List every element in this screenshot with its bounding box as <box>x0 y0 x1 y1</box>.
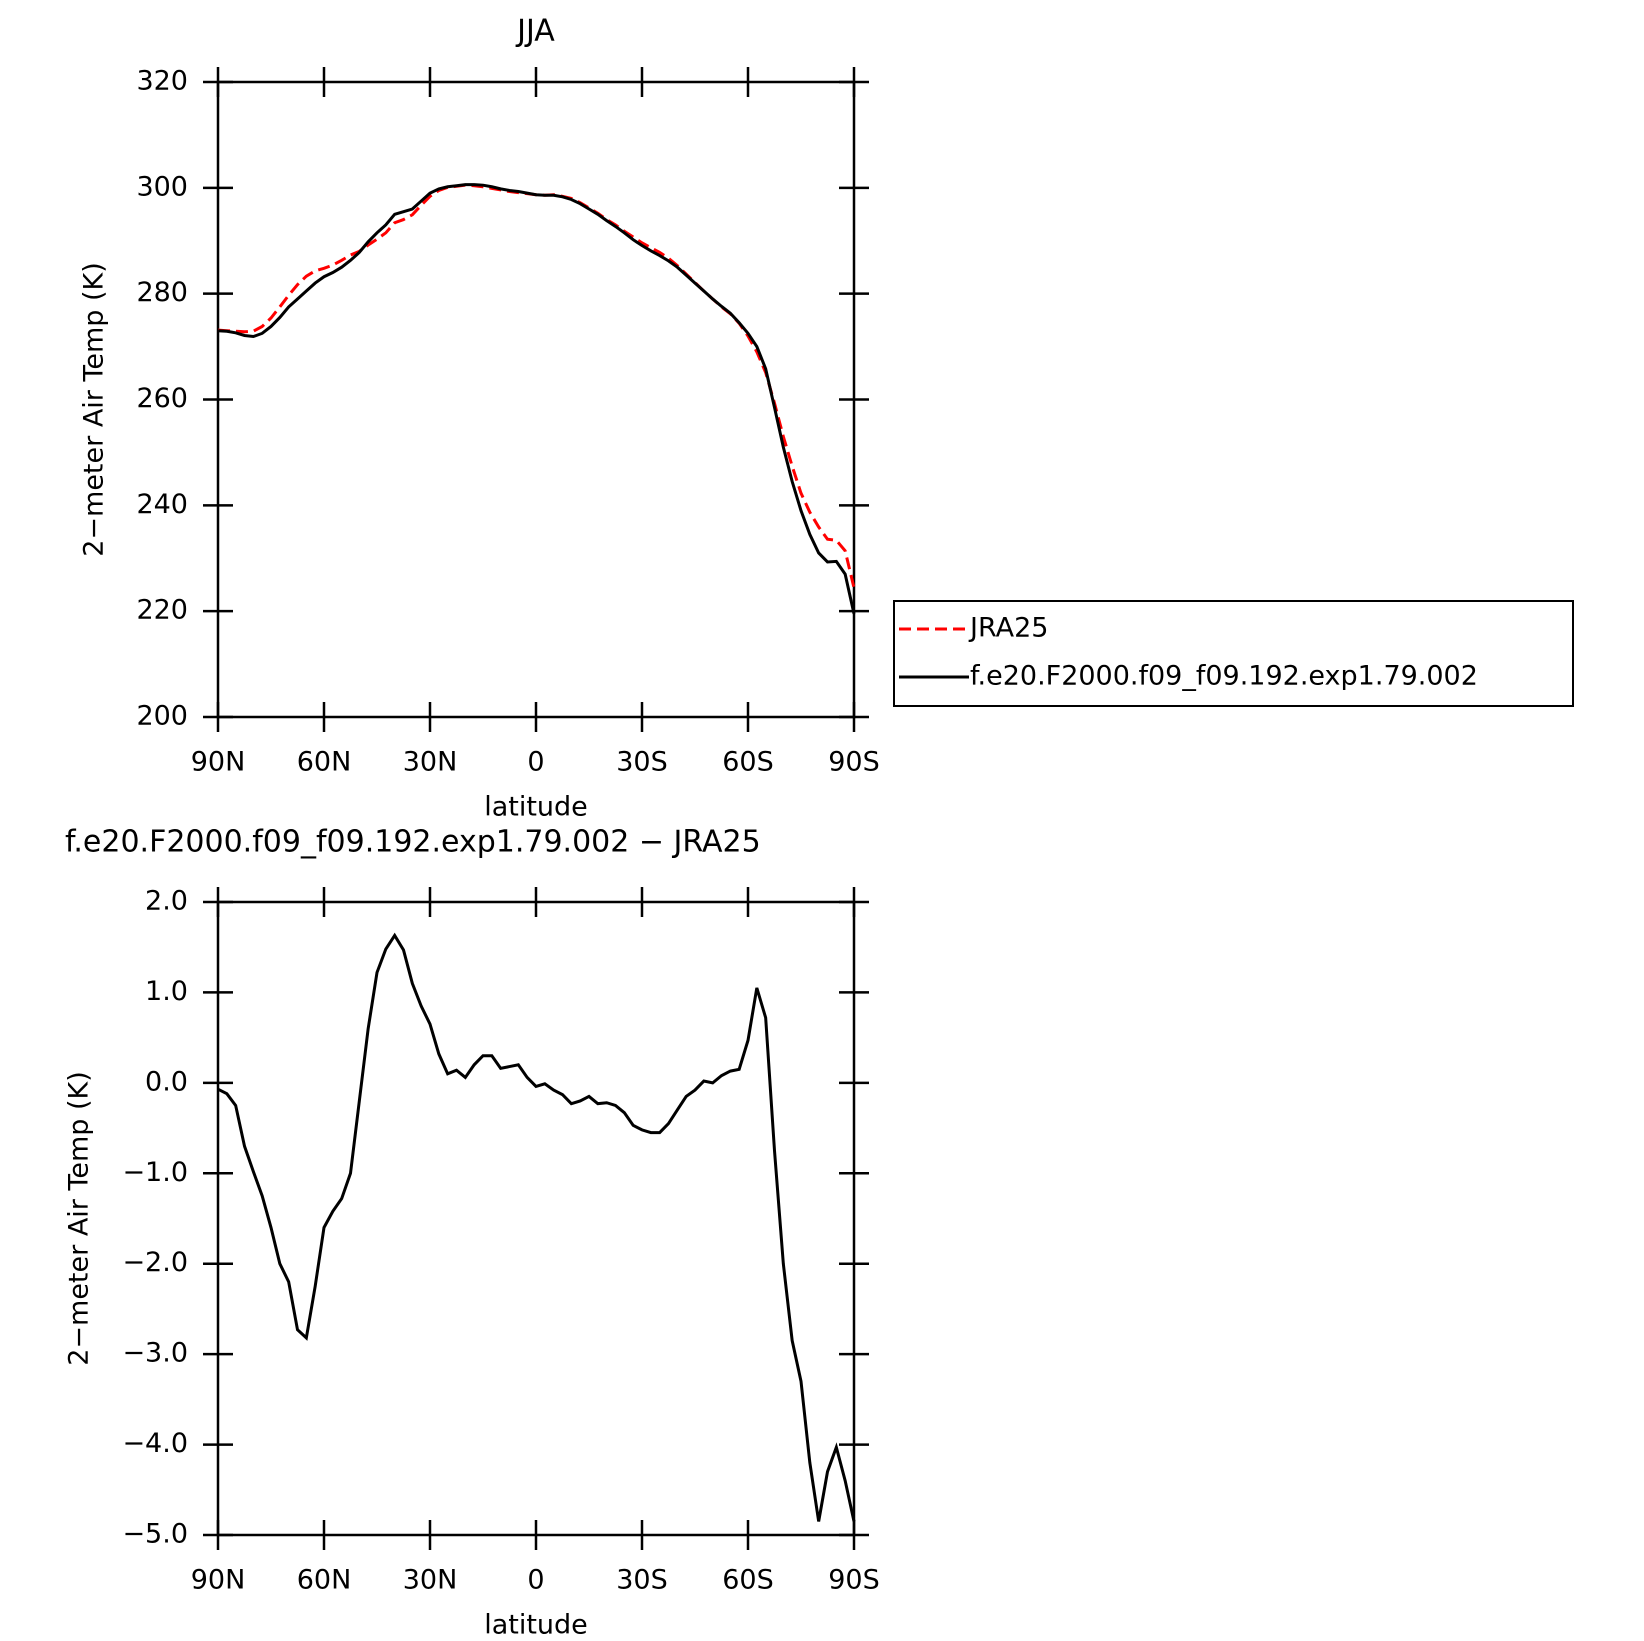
y-tick-label: 260 <box>136 383 188 414</box>
y-tick-label: 1.0 <box>145 976 188 1007</box>
y-tick-label: 220 <box>136 595 188 626</box>
chart-title: JJA <box>515 14 555 49</box>
y-tick-label: −5.0 <box>122 1519 188 1550</box>
data-line <box>217 183 856 615</box>
y-tick-label: 200 <box>136 701 188 732</box>
x-axis-label: latitude <box>484 792 588 823</box>
y-tick-label: −2.0 <box>122 1247 188 1278</box>
y-axis-label: 2−meter Air Temp (K) <box>79 262 110 557</box>
x-tick-label: 0 <box>527 747 544 778</box>
y-tick-label: 0.0 <box>145 1066 188 1097</box>
y-tick-label: 320 <box>136 66 188 97</box>
y-tick-label: 280 <box>136 277 188 308</box>
x-tick-label: 30N <box>403 1565 458 1596</box>
x-tick-label: 90N <box>191 1565 246 1596</box>
data-line <box>217 932 856 1522</box>
x-tick-label: 30N <box>403 747 458 778</box>
y-tick-label: 300 <box>136 171 188 202</box>
x-tick-label: 60S <box>722 1565 774 1596</box>
x-tick-label: 30S <box>616 747 668 778</box>
x-tick-label: 60N <box>297 1565 352 1596</box>
plot-frame <box>216 80 856 719</box>
legend-label: JRA25 <box>968 613 1048 644</box>
x-tick-label: 60S <box>722 747 774 778</box>
y-tick-label: 2.0 <box>145 886 188 917</box>
x-tick-label: 60N <box>297 747 352 778</box>
legend-label: f.e20.F2000.f09_f09.192.exp1.79.002 <box>970 661 1478 692</box>
x-tick-label: 0 <box>527 1565 544 1596</box>
y-tick-label: −3.0 <box>122 1338 188 1369</box>
plot-frame <box>216 900 856 1537</box>
data-line <box>217 183 856 589</box>
x-tick-label: 90S <box>828 747 880 778</box>
y-tick-label: −1.0 <box>122 1157 188 1188</box>
y-axis-label: 2−meter Air Temp (K) <box>64 1071 95 1366</box>
x-axis-label: latitude <box>484 1610 588 1641</box>
x-tick-label: 90S <box>828 1565 880 1596</box>
x-tick-label: 90N <box>191 747 246 778</box>
x-tick-label: 30S <box>616 1565 668 1596</box>
y-tick-label: −4.0 <box>122 1428 188 1459</box>
legend-box <box>893 600 1574 707</box>
chart-title: f.e20.F2000.f09_f09.192.exp1.79.002 − JR… <box>65 825 761 860</box>
y-tick-label: 240 <box>136 489 188 520</box>
